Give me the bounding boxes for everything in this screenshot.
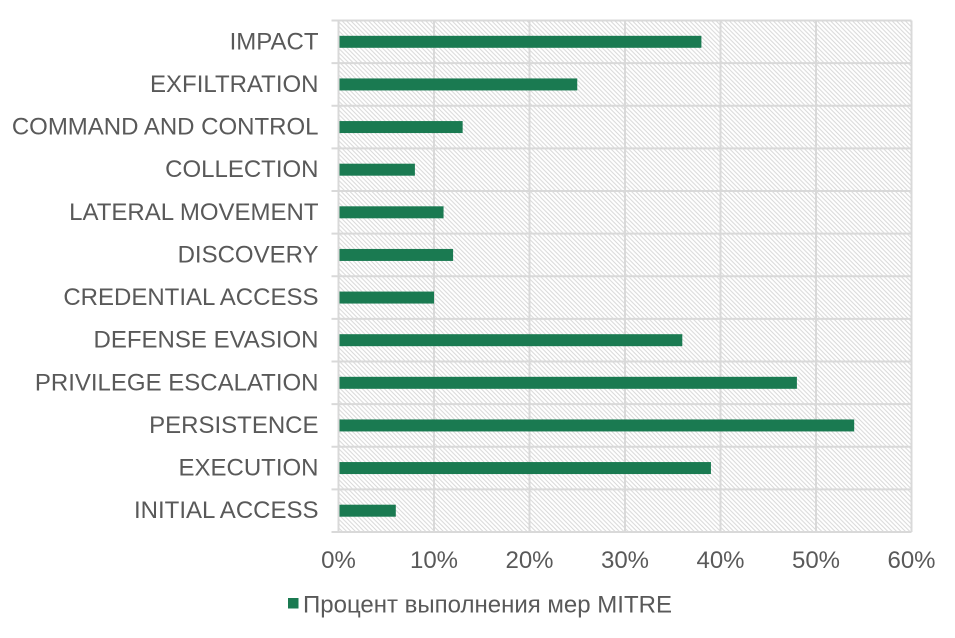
svg-text:60%: 60% (887, 547, 935, 574)
svg-text:0%: 0% (321, 547, 356, 574)
svg-text:DISCOVERY: DISCOVERY (178, 241, 319, 268)
svg-text:10%: 10% (410, 547, 458, 574)
svg-text:CREDENTIAL ACCESS: CREDENTIAL ACCESS (63, 284, 318, 311)
svg-text:Процент выполнения мер MITRE: Процент выполнения мер MITRE (303, 592, 672, 619)
svg-text:40%: 40% (696, 547, 744, 574)
svg-text:PRIVILEGE ESCALATION: PRIVILEGE ESCALATION (35, 369, 319, 396)
svg-text:INITIAL ACCESS: INITIAL ACCESS (134, 497, 319, 524)
svg-text:30%: 30% (601, 547, 649, 574)
svg-text:IMPACT: IMPACT (230, 28, 319, 55)
svg-text:COMMAND AND CONTROL: COMMAND AND CONTROL (12, 114, 319, 141)
svg-text:PERSISTENCE: PERSISTENCE (149, 412, 318, 439)
svg-text:LATERAL MOVEMENT: LATERAL MOVEMENT (69, 199, 319, 226)
svg-text:COLLECTION: COLLECTION (165, 156, 318, 183)
svg-text:DEFENSE EVASION: DEFENSE EVASION (94, 327, 319, 354)
svg-text:50%: 50% (792, 547, 840, 574)
svg-text:EXFILTRATION: EXFILTRATION (150, 71, 318, 98)
svg-text:EXECUTION: EXECUTION (178, 455, 318, 482)
svg-text:20%: 20% (505, 547, 553, 574)
